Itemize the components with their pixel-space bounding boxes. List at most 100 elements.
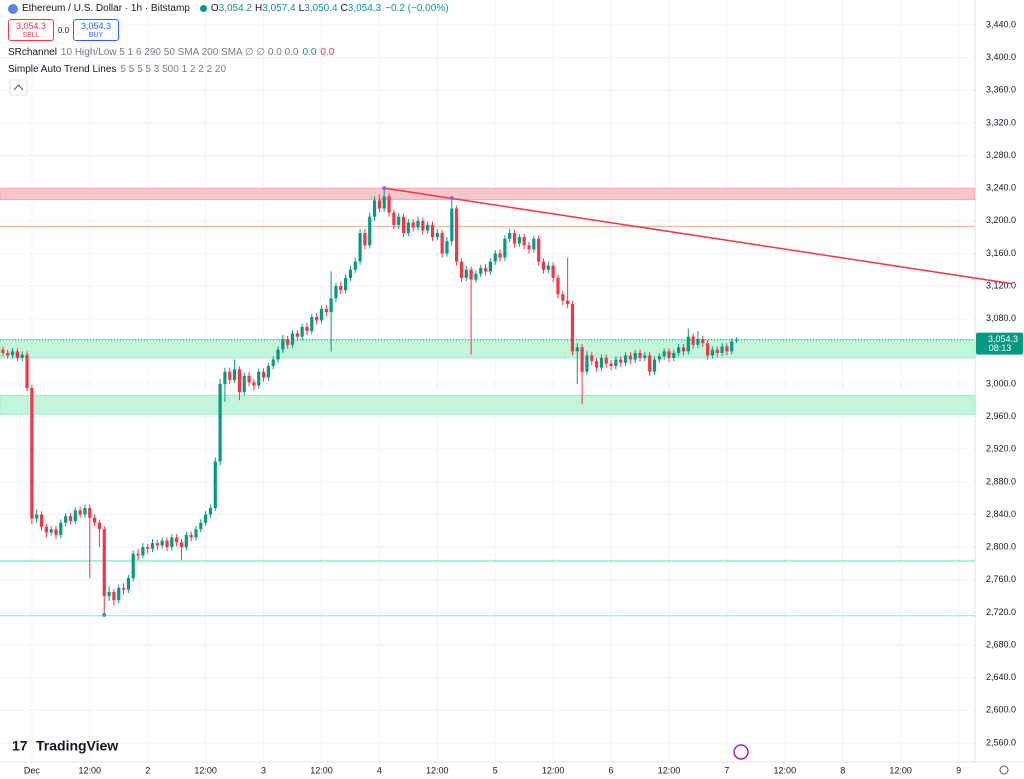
candle-body [35,514,39,519]
candle-body [353,261,357,270]
candle-body [160,540,164,546]
x-tick-label: 4 [377,765,382,775]
candle-body [672,352,676,358]
x-tick-label: 9 [956,765,961,775]
candle-body [411,222,415,228]
y-tick-label: 2,920.0 [986,444,1016,454]
candle-body [609,363,613,367]
candle-body [228,371,232,380]
candle-body [73,510,77,522]
x-tick-label: 12:00 [542,765,565,775]
candle-body [575,347,579,352]
candle-body [179,542,184,548]
candle-body [334,286,338,299]
candle-body [315,317,319,321]
candle-body [648,355,652,372]
replay-icon[interactable] [733,744,749,760]
candle-body [455,208,459,262]
candle-body [522,237,526,246]
logo-text: TradingView [36,738,118,754]
candle-body [532,238,536,250]
candle-body [667,351,671,358]
y-tick-label: 2,800.0 [986,542,1016,552]
ohlc-key: L [298,3,305,14]
sell-button[interactable]: 3,054.3 SELL [8,19,54,41]
candle-body [590,355,594,362]
candle-body [416,220,420,228]
x-tick-label: 12:00 [194,765,217,775]
candle-body [469,269,473,280]
candle-body [39,514,44,527]
y-tick-label: 3,360.0 [986,85,1016,95]
ohlc: O3,054.2 H3,057.4 L3,050.4 C3,054.3 [211,3,381,14]
candle-body [541,261,546,270]
pivot-dot [449,195,454,200]
candle-body [715,349,719,353]
candle-body [483,268,488,272]
candle-body [734,339,739,341]
candle-body [247,375,251,383]
candle-body [10,351,15,356]
zone [0,395,976,415]
legend-main: Ethereum / U.S. Dollar · 1h · Bitstamp O… [8,3,449,14]
ohlc-key: C [340,3,348,14]
candle-body [310,317,314,331]
x-tick-label: 5 [493,765,498,775]
collapse-button[interactable] [9,79,28,96]
candle-body [15,351,19,358]
candle-body [199,522,203,530]
candle-body [710,349,715,356]
candle-body [126,578,130,590]
candle-body [421,220,425,231]
candle-body [377,200,381,209]
candle-body [566,300,570,305]
candle-body [358,233,362,262]
candle-body [20,354,24,358]
x-tick-label: 8 [840,765,845,775]
candle-body [392,212,396,225]
zone [0,187,976,200]
buy-button[interactable]: 3,054.3 BUY [73,19,119,41]
candle-body [194,529,198,538]
settings-icon[interactable] [999,765,1009,775]
candle-body [594,361,599,368]
candle-body [102,529,106,597]
candle-body [725,346,729,352]
candle-body [286,339,290,345]
y-tick-label: 3,240.0 [986,183,1016,193]
indicator-name: Simple Auto Trend Lines [8,64,117,75]
y-tick-label: 2,760.0 [986,574,1016,584]
indicator-row[interactable]: SRchannel 10 High/Low 5 1 6 290 50 SMA 20… [8,47,334,58]
candle-body [450,208,454,242]
x-tick-label: 12:00 [658,765,681,775]
candle-body [488,261,492,272]
ohlc-value: 3,057.4 [262,3,296,14]
candle-body [30,388,34,519]
sell-label: SELL [22,32,40,39]
candle-body [681,347,686,352]
y-tick-label: 3,120.0 [986,280,1016,290]
buy-price: 3,054.3 [80,21,112,31]
market-status [199,5,207,12]
candle-body [112,592,116,601]
candle-body [662,351,666,357]
candle-body [657,356,661,360]
candle-body [604,357,608,364]
candle-body [426,224,430,231]
candle-body [556,277,560,295]
indicator-row[interactable]: Simple Auto Trend Lines 5 5 5 5 3 500 1 2… [8,64,226,75]
candle-body [121,587,126,590]
logo: 17 TradingView [12,738,118,754]
change: −0.2 (−0.00%) [385,3,449,14]
candle-body [628,355,632,360]
candle-body [64,516,68,523]
collapse-arrow [13,84,24,91]
candle-body [537,238,541,262]
candle-body [614,359,618,367]
candle-body [430,224,435,238]
candle-body [150,543,155,549]
candle-body [479,268,483,274]
indicator-value: 0.0 [320,47,335,58]
